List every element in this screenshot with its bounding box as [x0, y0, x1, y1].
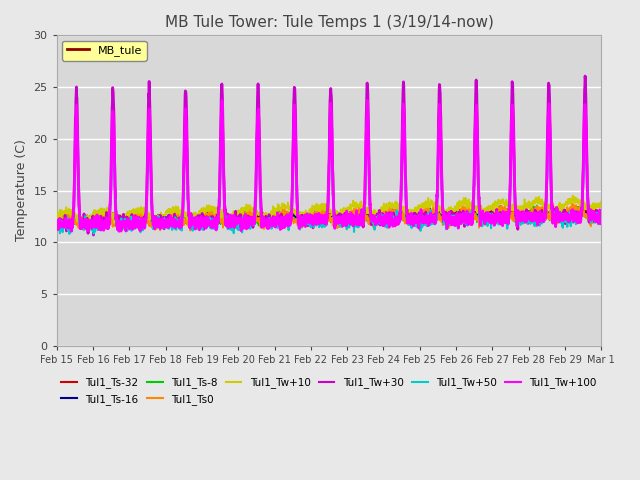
Tul1_Tw+50: [597, 213, 605, 219]
Tul1_Ts-8: [533, 203, 541, 208]
Tul1_Tw+10: [53, 214, 61, 220]
Tul1_Ts-16: [53, 218, 61, 224]
Tul1_Tw+10: [547, 203, 555, 208]
Tul1_Ts0: [569, 201, 577, 206]
Tul1_Tw+50: [547, 194, 555, 200]
Tul1_Ts-16: [462, 210, 470, 216]
Tul1_Tw+50: [472, 106, 480, 112]
Tul1_Ts-16: [547, 211, 555, 217]
Tul1_Ts-16: [532, 209, 540, 215]
Tul1_Ts-32: [301, 211, 309, 217]
Legend: Tul1_Ts-32, Tul1_Ts-16, Tul1_Ts-8, Tul1_Ts0, Tul1_Tw+10, Tul1_Tw+30, Tul1_Tw+50,: Tul1_Ts-32, Tul1_Ts-16, Tul1_Ts-8, Tul1_…: [58, 373, 601, 409]
Tul1_Ts-16: [81, 224, 88, 230]
Tul1_Tw+30: [547, 176, 555, 182]
Tul1_Ts-32: [582, 204, 589, 210]
Tul1_Ts0: [359, 213, 367, 218]
Tul1_Ts-32: [597, 207, 605, 213]
Tul1_Ts-32: [547, 210, 555, 216]
Tul1_Tw+100: [597, 216, 605, 222]
Tul1_Tw+10: [569, 192, 577, 198]
Tul1_Tw+100: [598, 216, 605, 221]
Tul1_Tw+10: [301, 210, 309, 216]
Title: MB Tule Tower: Tule Temps 1 (3/19/14-now): MB Tule Tower: Tule Temps 1 (3/19/14-now…: [164, 15, 493, 30]
Tul1_Ts0: [598, 209, 605, 215]
Tul1_Tw+30: [462, 213, 470, 218]
Tul1_Ts0: [301, 220, 309, 226]
Tul1_Ts-32: [359, 212, 367, 217]
Tul1_Tw+30: [301, 218, 309, 224]
Tul1_Ts-8: [359, 211, 367, 216]
Tul1_Tw+100: [301, 224, 309, 229]
Tul1_Ts0: [462, 209, 470, 215]
Tul1_Ts-32: [532, 207, 540, 213]
Tul1_Tw+10: [598, 199, 605, 204]
Tul1_Tw+100: [359, 216, 367, 221]
Line: Tul1_Tw+30: Tul1_Tw+30: [57, 76, 602, 235]
Line: Tul1_Ts-16: Tul1_Ts-16: [57, 207, 602, 227]
Tul1_Ts-16: [301, 217, 309, 223]
Tul1_Tw+100: [364, 97, 371, 103]
Tul1_Tw+30: [532, 211, 540, 216]
Tul1_Tw+10: [462, 195, 470, 201]
Line: Tul1_Ts-8: Tul1_Ts-8: [57, 205, 602, 229]
Line: Tul1_Tw+50: Tul1_Tw+50: [57, 109, 602, 234]
Tul1_Tw+100: [462, 216, 470, 221]
Tul1_Ts-16: [359, 214, 367, 219]
Tul1_Ts-32: [124, 221, 131, 227]
Tul1_Tw+50: [53, 217, 61, 223]
Tul1_Ts-16: [597, 209, 605, 215]
Tul1_Tw+50: [65, 231, 73, 237]
Tul1_Tw+10: [111, 220, 118, 226]
Tul1_Tw+30: [581, 73, 589, 79]
Line: Tul1_Ts-32: Tul1_Ts-32: [57, 207, 602, 224]
Tul1_Tw+10: [532, 196, 540, 202]
Tul1_Ts0: [547, 215, 555, 221]
Tul1_Tw+30: [53, 224, 61, 229]
Line: Tul1_Ts0: Tul1_Ts0: [57, 204, 602, 230]
Tul1_Tw+10: [597, 199, 605, 204]
Tul1_Tw+30: [597, 212, 605, 217]
Tul1_Ts-32: [53, 216, 61, 222]
Line: Tul1_Tw+10: Tul1_Tw+10: [57, 195, 602, 223]
Line: Tul1_Tw+100: Tul1_Tw+100: [57, 100, 602, 231]
Tul1_Tw+30: [598, 216, 605, 222]
Tul1_Ts-16: [598, 212, 605, 218]
Tul1_Ts0: [532, 206, 540, 212]
Tul1_Tw+10: [359, 207, 367, 213]
Tul1_Tw+50: [532, 212, 540, 218]
Tul1_Tw+50: [359, 216, 367, 222]
Tul1_Ts-8: [83, 227, 91, 232]
Tul1_Ts-32: [462, 214, 470, 219]
Tul1_Ts-8: [598, 208, 605, 214]
Tul1_Ts-8: [301, 218, 309, 224]
Tul1_Ts0: [53, 221, 61, 227]
Tul1_Tw+30: [90, 232, 97, 238]
Tul1_Ts-8: [547, 216, 555, 221]
Tul1_Tw+100: [532, 213, 540, 219]
Tul1_Ts-8: [597, 211, 605, 217]
Y-axis label: Temperature (C): Temperature (C): [15, 140, 28, 241]
Tul1_Tw+50: [462, 213, 470, 219]
Tul1_Tw+100: [115, 228, 123, 234]
Tul1_Tw+50: [598, 215, 605, 220]
Tul1_Tw+30: [359, 212, 367, 218]
Tul1_Tw+100: [53, 217, 61, 223]
Tul1_Ts-16: [568, 204, 575, 210]
Tul1_Ts-8: [53, 220, 61, 226]
Tul1_Tw+50: [301, 223, 309, 228]
Tul1_Ts-32: [598, 209, 605, 215]
Tul1_Ts-8: [532, 204, 540, 210]
Tul1_Ts0: [597, 214, 605, 220]
Tul1_Tw+100: [547, 198, 555, 204]
Tul1_Ts-8: [462, 210, 470, 216]
Tul1_Ts0: [186, 228, 194, 233]
